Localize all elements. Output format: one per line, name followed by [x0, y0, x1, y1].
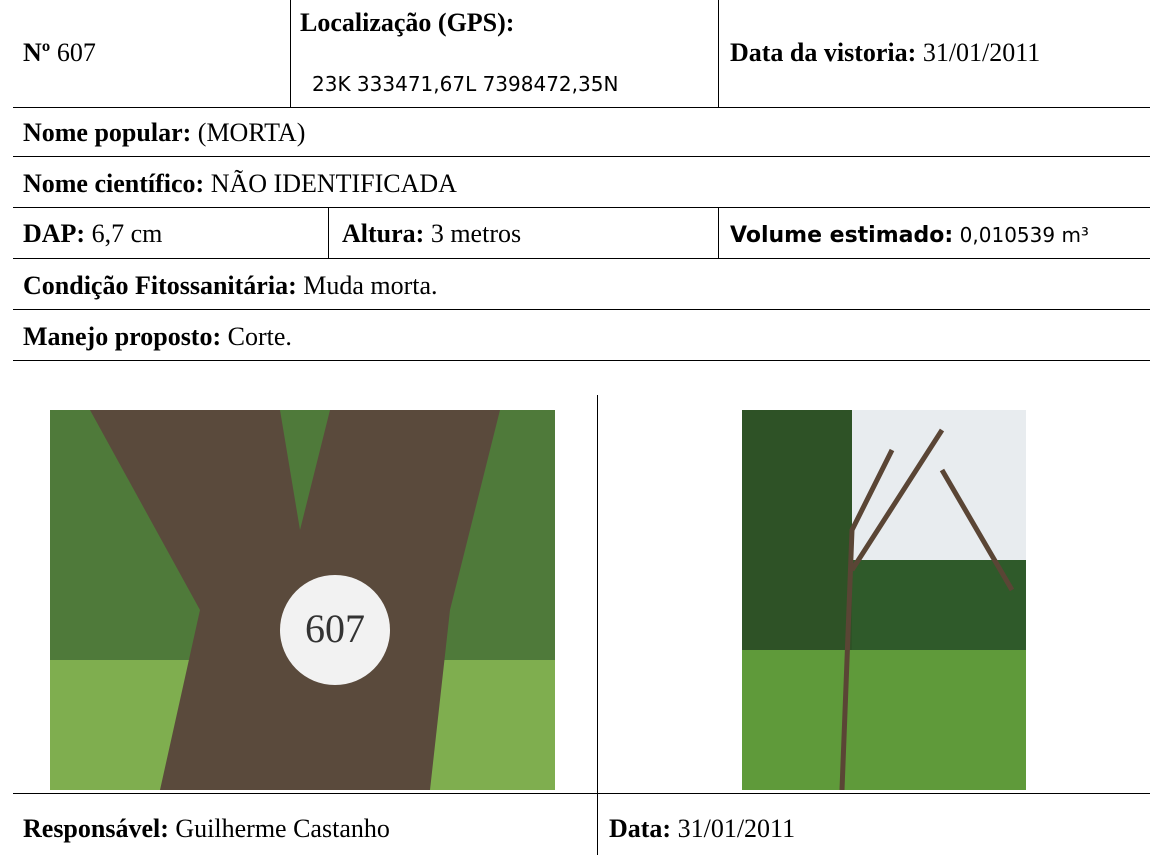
gps-value: 23K 333471,67L 7398472,35N: [312, 72, 619, 96]
rule: [328, 207, 329, 258]
management: Manejo proposto: Corte.: [23, 322, 292, 351]
rule: [597, 395, 598, 855]
inspection-date: Data da vistoria: 31/01/2011: [730, 38, 1041, 67]
rule: [290, 0, 291, 107]
popular-name: Nome popular: (MORTA): [23, 118, 306, 147]
photo: 607: [50, 410, 555, 790]
rule: [718, 0, 719, 107]
condition: Condição Fitossanitária: Muda morta.: [23, 271, 438, 300]
rule: [13, 207, 1150, 208]
volume: Volume estimado: 0,010539 m³: [730, 223, 1089, 248]
rule: [13, 309, 1150, 310]
rule: [718, 207, 719, 258]
rule: [13, 156, 1150, 157]
svg-text:607: 607: [305, 606, 365, 651]
rule: [13, 360, 1150, 361]
number: Nº 607: [23, 38, 96, 67]
date: Data: 31/01/2011: [609, 814, 796, 843]
photo: [742, 410, 1026, 790]
rule: [13, 793, 1150, 794]
gps-label: Localização (GPS):: [300, 8, 515, 37]
scientific-name: Nome científico: NÃO IDENTIFICADA: [23, 169, 457, 198]
dap: DAP: 6,7 cm: [23, 219, 163, 248]
rule: [13, 107, 1150, 108]
rule: [13, 258, 1150, 259]
height: Altura: 3 metros: [342, 219, 522, 248]
responsible: Responsável: Guilherme Castanho: [23, 814, 390, 843]
